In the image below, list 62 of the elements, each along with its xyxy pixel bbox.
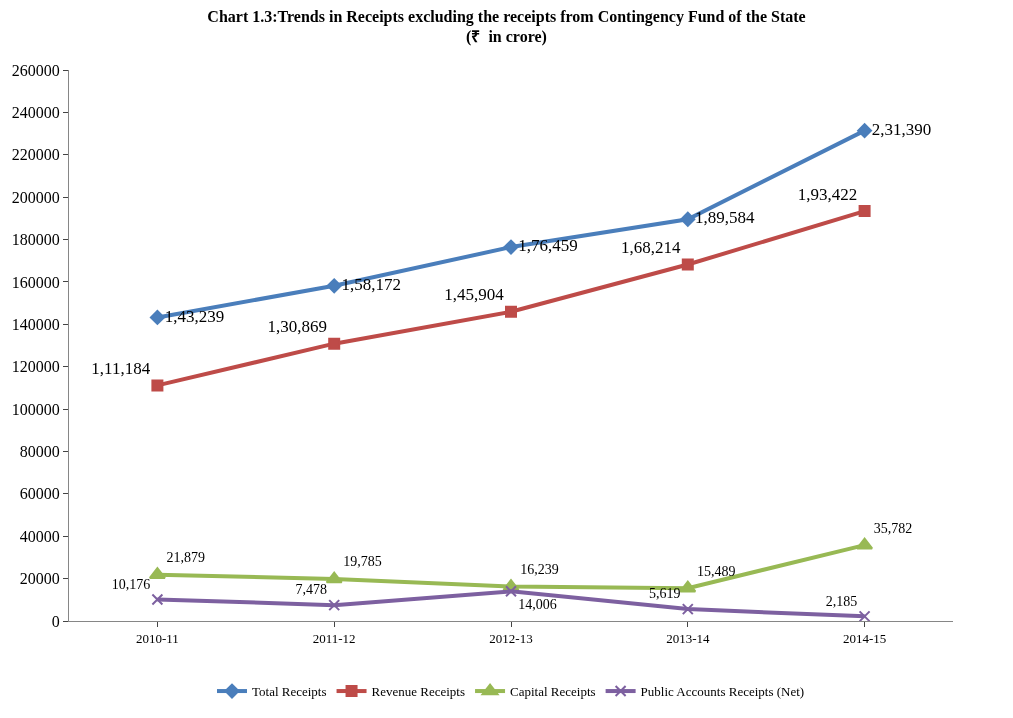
point bbox=[680, 211, 696, 227]
data-label: 14,006 bbox=[518, 597, 557, 613]
y-tick-label: 120000 bbox=[11, 358, 60, 376]
data-label: 16,239 bbox=[520, 561, 559, 577]
data-label: 1,45,904 bbox=[444, 285, 505, 305]
point bbox=[505, 305, 517, 318]
data-label: 15,489 bbox=[696, 563, 736, 579]
y-tick-label: 140000 bbox=[11, 315, 60, 333]
point bbox=[151, 593, 164, 606]
data-label: 35,782 bbox=[873, 520, 913, 536]
legend-label: Public Accounts Receipts (Net) bbox=[640, 684, 805, 700]
y-tick-label: 180000 bbox=[11, 231, 60, 249]
chart-title: Chart 1.3:Trends in Receipts excluding the receipts from Contingency Fund of the State bbox=[207, 7, 806, 26]
data-label: 5,619 bbox=[649, 586, 681, 602]
x-tick-label: 2012-13 bbox=[489, 630, 533, 646]
point bbox=[505, 585, 517, 598]
y-tick-label: 240000 bbox=[11, 103, 60, 121]
y-tick-label: 60000 bbox=[19, 485, 60, 503]
y-tick-label: 20000 bbox=[19, 570, 60, 588]
y-tick-label: 220000 bbox=[11, 146, 60, 164]
y-tick-label: 40000 bbox=[19, 527, 60, 545]
x-tick-label: 2010-11 bbox=[135, 630, 179, 646]
point bbox=[681, 603, 694, 616]
point bbox=[681, 258, 694, 271]
data-label: 1,76,459 bbox=[518, 236, 578, 256]
data-label: 2,31,390 bbox=[871, 119, 932, 139]
legend-label: Total Receipts bbox=[252, 684, 327, 700]
data-label: 10,176 bbox=[111, 576, 151, 592]
point bbox=[857, 123, 873, 139]
point bbox=[328, 599, 341, 612]
point bbox=[151, 379, 164, 392]
data-label: 1,58,172 bbox=[341, 275, 401, 295]
y-tick-label: 200000 bbox=[11, 188, 60, 206]
point bbox=[325, 571, 343, 584]
data-label: 21,879 bbox=[166, 550, 206, 566]
chart-subtitle: (₹ in crore) bbox=[466, 28, 547, 47]
legend-label: Revenue Receipts bbox=[371, 684, 466, 700]
y-tick-label: 160000 bbox=[11, 273, 60, 291]
data-label: 1,93,422 bbox=[797, 184, 858, 204]
data-label: 19,785 bbox=[343, 554, 382, 570]
data-label: 1,68,214 bbox=[621, 238, 682, 258]
data-label: 1,11,184 bbox=[91, 358, 151, 378]
point bbox=[326, 278, 342, 294]
y-tick-label: 0 bbox=[51, 612, 60, 630]
point bbox=[149, 309, 165, 325]
data-label: 1,43,239 bbox=[164, 306, 225, 326]
y-tick-label: 260000 bbox=[11, 61, 60, 79]
data-label: 2,185 bbox=[825, 593, 858, 609]
x-tick-label: 2011-12 bbox=[312, 630, 356, 646]
data-label: 1,89,584 bbox=[695, 208, 756, 228]
point bbox=[858, 205, 871, 218]
data-label: 7,478 bbox=[295, 582, 327, 598]
y-tick-label: 100000 bbox=[11, 400, 60, 418]
point bbox=[328, 337, 341, 350]
point bbox=[503, 239, 519, 255]
point bbox=[679, 580, 697, 593]
x-tick-label: 2014-15 bbox=[842, 630, 887, 646]
x-tick-label: 2013-14 bbox=[666, 630, 710, 646]
y-tick-label: 80000 bbox=[19, 443, 60, 461]
legend-label: Capital Receipts bbox=[510, 684, 596, 700]
point bbox=[856, 537, 874, 550]
data-label: 1,30,869 bbox=[267, 317, 327, 337]
